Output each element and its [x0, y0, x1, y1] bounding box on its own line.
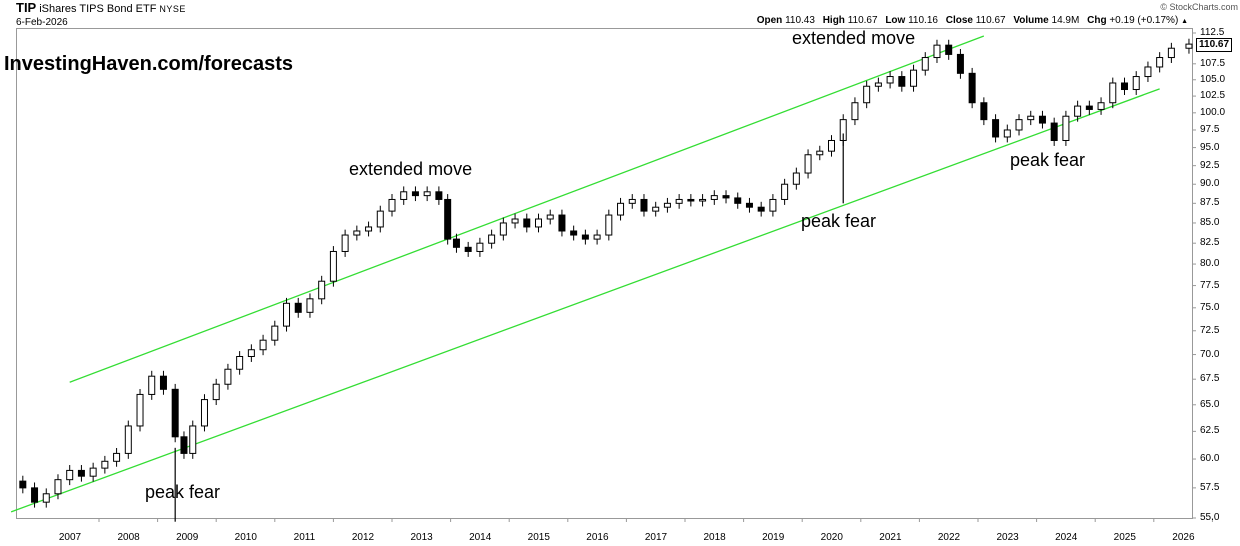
x-axis-label: 2010 — [234, 532, 257, 543]
y-axis-label: 70.0 — [1200, 348, 1220, 360]
x-axis-label: 2015 — [527, 532, 550, 543]
y-axis-label: 65.0 — [1200, 398, 1220, 410]
x-axis-label: 2026 — [1172, 532, 1195, 543]
y-axis-label: 67.5 — [1200, 373, 1220, 385]
y-axis-label: 60.0 — [1200, 453, 1220, 465]
x-axis-label: 2024 — [1055, 532, 1078, 543]
y-axis-label: 85.0 — [1200, 216, 1220, 228]
last-price-marker: 110.67 — [1196, 38, 1233, 52]
open-label: Open — [756, 15, 783, 26]
high-label: High — [822, 15, 845, 26]
watermark-text: InvestingHaven.com/forecasts — [4, 53, 293, 75]
x-axis-label: 2009 — [176, 532, 199, 543]
copyright-notice: © StockCharts.com — [1160, 2, 1238, 12]
chart-date: 6-Feb-2026 — [16, 17, 68, 28]
y-axis-label: 77.5 — [1200, 279, 1220, 291]
close-label: Close — [945, 15, 973, 26]
chart-annotation: peak fear — [145, 482, 221, 502]
ohlc-summary: Open 110.43 High 110.67 Low 110.16 Close… — [757, 15, 1188, 26]
y-axis-label: 92.5 — [1200, 159, 1220, 171]
y-axis-label: 72.5 — [1200, 324, 1220, 336]
y-axis-label: 57.5 — [1200, 481, 1220, 493]
x-axis-label: 2013 — [410, 532, 433, 543]
x-axis-label: 2007 — [58, 532, 82, 543]
chart-annotation: extended move — [792, 28, 916, 48]
x-axis-label: 2008 — [117, 532, 140, 543]
y-axis-label: 112.5 — [1200, 27, 1225, 38]
y-axis-label: 107.5 — [1200, 57, 1226, 69]
x-axis-label: 2019 — [762, 532, 785, 543]
chart-header: TIP iShares TIPS Bond ETF NYSE 6-Feb-2026 — [16, 1, 186, 29]
x-axis-label: 2018 — [703, 532, 726, 543]
exchange-label: NYSE — [159, 4, 186, 14]
y-axis-label: 75.0 — [1200, 301, 1220, 313]
trend-channel-lines — [10, 35, 1160, 513]
lower-channel-line — [10, 88, 1160, 513]
y-axis-ticks — [1192, 32, 1196, 519]
security-name: iShares TIPS Bond ETF — [39, 3, 157, 15]
open-value: 110.43 — [785, 15, 815, 26]
x-axis-label: 2020 — [820, 532, 843, 543]
ticker-symbol: TIP — [16, 0, 37, 15]
x-axis-label: 2017 — [644, 532, 668, 543]
x-axis-label: 2021 — [879, 532, 902, 543]
y-axis-label: 100.0 — [1200, 106, 1226, 118]
y-axis-label: 102.5 — [1200, 90, 1226, 102]
x-axis-label: 2012 — [351, 532, 375, 543]
low-value: 110.16 — [908, 15, 938, 26]
up-arrow-icon: ▲ — [1181, 18, 1188, 25]
x-axis-label: 2014 — [469, 532, 492, 543]
y-axis-label: 90.0 — [1200, 178, 1220, 190]
y-axis-label: 97.5 — [1200, 123, 1220, 135]
chart-annotation: peak fear — [1010, 150, 1086, 170]
chart-annotation: peak fear — [801, 211, 877, 231]
volume-label: Volume — [1013, 15, 1049, 26]
y-axis-label: 82.5 — [1200, 237, 1220, 249]
change-label: Chg — [1087, 15, 1107, 26]
y-axis-label: 105.0 — [1200, 73, 1226, 85]
chart-annotation: extended move — [349, 159, 473, 179]
close-value: 110.67 — [975, 15, 1006, 26]
plot-border — [16, 28, 1193, 519]
low-label: Low — [885, 15, 906, 26]
x-axis-label: 2016 — [586, 532, 609, 543]
high-value: 110.67 — [847, 15, 878, 26]
volume-value: 14.9M — [1051, 15, 1080, 26]
y-axis-label: 95.0 — [1200, 141, 1220, 153]
y-axis-label: 62.5 — [1200, 425, 1220, 437]
x-axis-ticks — [98, 518, 1213, 522]
x-axis-label: 2023 — [996, 532, 1019, 543]
x-axis-label: 2022 — [937, 532, 961, 543]
change-value: +0.19 (+0.17%) — [1109, 15, 1179, 26]
upper-channel-line — [69, 35, 985, 383]
y-axis-label: 55.0 — [1200, 512, 1220, 523]
x-axis-label: 2011 — [293, 532, 316, 543]
y-axis-label: 80.0 — [1200, 258, 1220, 270]
y-axis-label: 87.5 — [1200, 197, 1220, 209]
candlestick-series — [19, 38, 1193, 522]
x-axis-label: 2025 — [1113, 532, 1136, 543]
